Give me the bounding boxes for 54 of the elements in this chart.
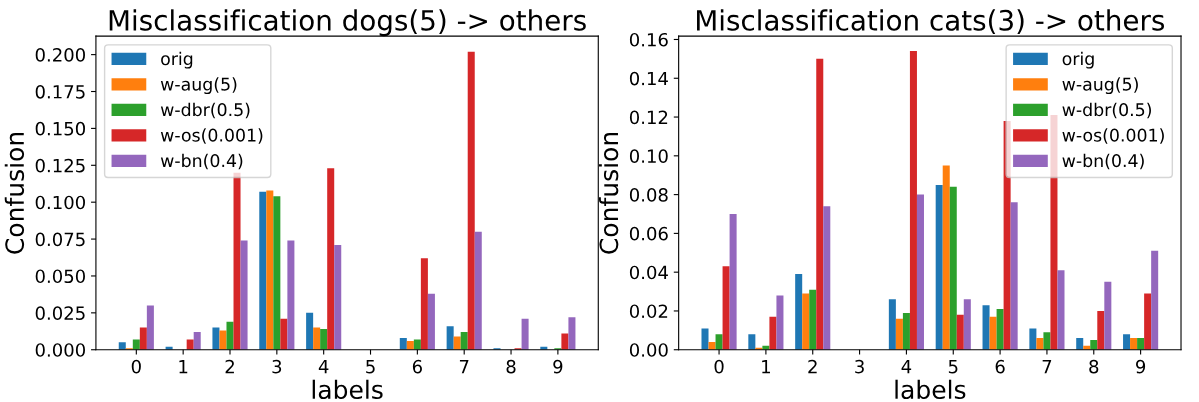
chart-title: Misclassification dogs(5) -> others [109, 9, 586, 37]
legend-label: w-dbr(0.5) [160, 102, 250, 119]
x-tick-label: 4 [318, 360, 329, 374]
legend-label: w-aug(5) [160, 77, 237, 95]
x-tick-label: 6 [995, 359, 1005, 374]
y-tick-label: 0.10 [629, 149, 668, 163]
x-tick-label: 4 [901, 360, 912, 374]
y-tick-label: 0.050 [35, 269, 85, 284]
y-tick-label: 0.150 [35, 121, 85, 136]
x-tick-label: 7 [1042, 360, 1052, 374]
y-tick-label: 0.175 [35, 84, 85, 99]
y-tick-label: 0.00 [629, 343, 668, 357]
legend-label: w-dbr(0.5) [1062, 102, 1151, 119]
legend-label: w-aug(5) [1062, 77, 1138, 95]
y-tick-label: 0.100 [35, 195, 85, 210]
x-tick-label: 0 [714, 359, 724, 374]
x-tick-label: 5 [366, 360, 375, 374]
y-tick-label: 0.075 [35, 232, 85, 247]
y-tick-label: 0.16 [629, 32, 668, 47]
y-tick-label: 0.000 [35, 343, 85, 357]
x-tick-label: 6 [412, 359, 422, 374]
y-tick-label: 0.12 [629, 110, 668, 125]
legend-label: w-os(0.001) [1062, 128, 1164, 144]
x-tick-label: 2 [808, 359, 817, 374]
x-tick-label: 1 [179, 360, 188, 374]
x-tick-label: 2 [225, 359, 234, 374]
legend-label: w-os(0.001) [160, 128, 263, 144]
y-tick-label: 0.08 [629, 188, 668, 202]
x-tick-label: 5 [948, 360, 958, 374]
x-tick-label: 9 [1136, 359, 1146, 374]
chart-title: Misclassification cats(3) -> others [697, 9, 1165, 35]
y-tick-label: 0.025 [35, 306, 85, 320]
y-tick-label: 0.02 [629, 304, 668, 319]
x-tick-label: 0 [131, 359, 141, 374]
legend-label: orig [1062, 51, 1094, 69]
legend-label: w-bn(0.4) [1062, 153, 1144, 170]
y-tick-label: 0.06 [629, 226, 668, 241]
y-axis-title: Confusion [598, 132, 619, 254]
x-tick-label: 3 [855, 359, 864, 374]
x-tick-label: 3 [272, 359, 282, 374]
y-tick-label: 0.200 [35, 48, 85, 62]
y-tick-label: 0.14 [629, 71, 668, 86]
x-axis-title: labels [895, 379, 966, 400]
x-tick-label: 9 [553, 359, 563, 374]
x-tick-label: 8 [506, 359, 516, 374]
legend-label: orig [161, 51, 193, 69]
x-tick-label: 7 [459, 360, 469, 374]
x-tick-label: 8 [1089, 359, 1099, 374]
y-tick-label: 0.04 [629, 265, 668, 280]
x-tick-label: 1 [762, 360, 770, 374]
y-tick-label: 0.125 [35, 158, 85, 173]
x-axis-title: labels [312, 379, 383, 400]
y-axis-title: Confusion [4, 132, 25, 254]
legend-label: w-bn(0.4) [160, 153, 243, 170]
